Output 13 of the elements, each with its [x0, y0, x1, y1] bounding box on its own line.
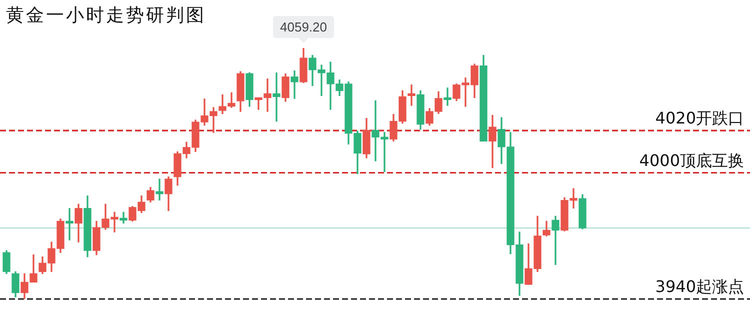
candlestick [156, 178, 164, 200]
candlestick [408, 84, 416, 106]
ref-line-label: 4020开跌口 [655, 108, 744, 128]
annotation: 4059.20 [280, 20, 327, 35]
ref-line-label: 3940起涨点 [655, 277, 744, 296]
candlestick [120, 212, 128, 224]
candlestick [444, 88, 452, 106]
chart-title: 黄金一小时走势研判图 [6, 4, 206, 27]
candlestick [290, 70, 298, 99]
candlestick [66, 208, 74, 240]
candlestick [552, 216, 560, 265]
candlestick [272, 72, 280, 122]
ref-line-label: 4000顶底互换 [639, 150, 744, 170]
